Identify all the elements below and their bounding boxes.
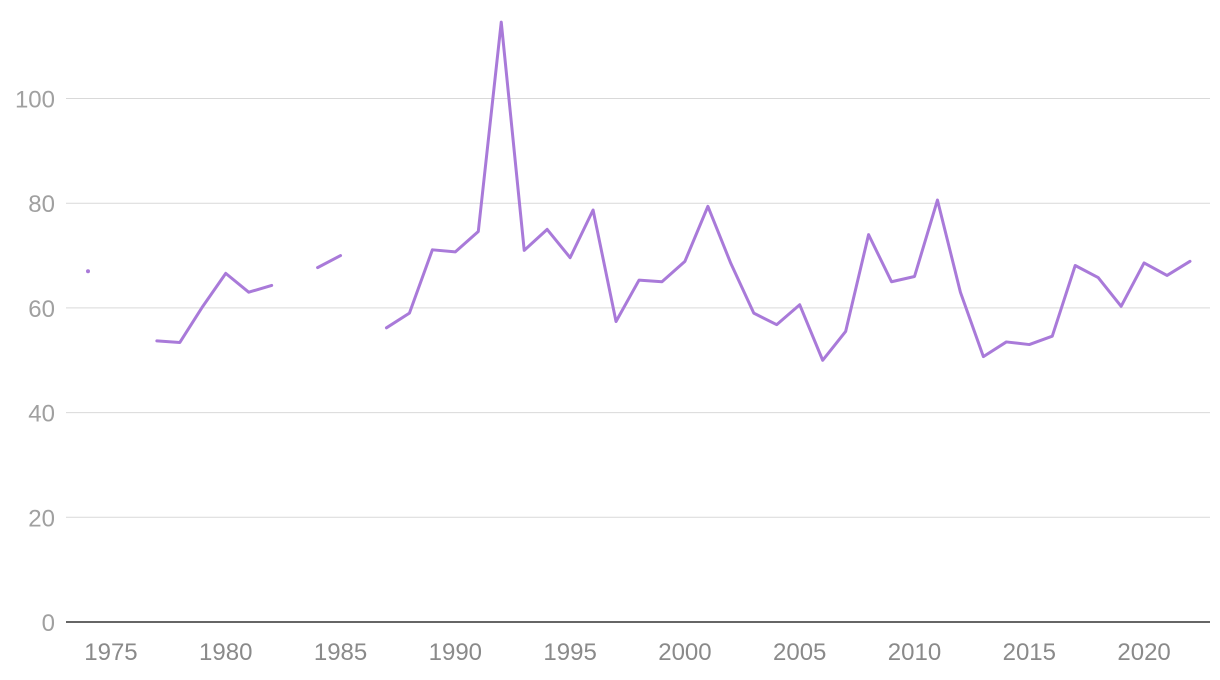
series-point-1974 <box>86 269 90 274</box>
series-line-segment-1 <box>155 271 274 344</box>
series-line-segment-2 <box>316 254 343 270</box>
y-tick-label-20: 20 <box>28 505 55 532</box>
y-tick-label-40: 40 <box>28 401 55 428</box>
x-tick-label-1990: 1990 <box>429 639 482 666</box>
y-tick-label-100: 100 <box>15 87 55 114</box>
x-tick-label-1995: 1995 <box>543 639 596 666</box>
x-tick-label-2020: 2020 <box>1117 639 1170 666</box>
gridlines <box>66 98 1210 518</box>
x-tick-label-1985: 1985 <box>314 639 367 666</box>
y-tick-label-60: 60 <box>28 296 55 323</box>
y-tick-label-80: 80 <box>28 191 55 218</box>
x-tick-label-2005: 2005 <box>773 639 826 666</box>
x-tick-label-2015: 2015 <box>1003 639 1056 666</box>
x-axis-ticks: 1975 1980 1985 1990 1995 2000 2005 2010 2015 2020 <box>84 639 1171 666</box>
y-axis-ticks: 0 20 40 60 80 100 <box>15 87 55 637</box>
y-tick-label-0: 0 <box>42 610 55 637</box>
x-tick-label-2000: 2000 <box>658 639 711 666</box>
x-tick-label-1975: 1975 <box>84 639 137 666</box>
series-line-segment-3 <box>384 20 1192 362</box>
series-layer <box>86 20 1192 362</box>
x-tick-label-1980: 1980 <box>199 639 252 666</box>
x-tick-label-2010: 2010 <box>888 639 941 666</box>
